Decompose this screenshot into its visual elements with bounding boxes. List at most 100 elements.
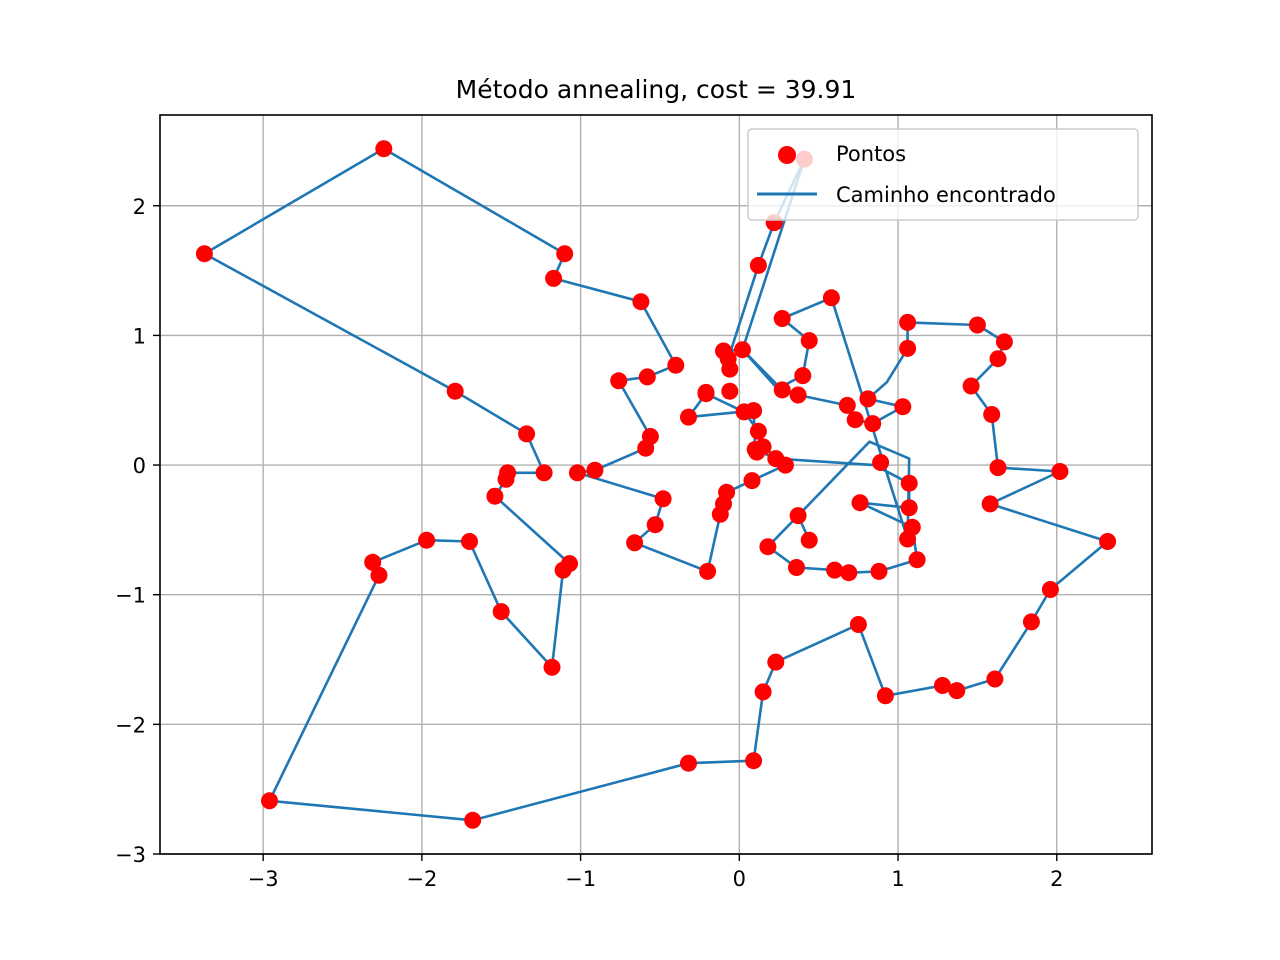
plot-frame xyxy=(159,114,1153,855)
scatter-point xyxy=(864,415,882,433)
scatter-point xyxy=(486,487,504,505)
y-tick-label: 0 xyxy=(133,454,146,478)
scatter-point xyxy=(788,559,805,576)
scatter-point xyxy=(632,293,650,311)
scatter-point xyxy=(995,333,1013,351)
scatter-point xyxy=(899,530,917,548)
scatter-point xyxy=(989,459,1007,477)
y-tick-label: −3 xyxy=(115,843,146,867)
scatter-point xyxy=(375,140,393,158)
scatter-point xyxy=(748,443,766,461)
scatter-point xyxy=(789,386,807,404)
scatter-point xyxy=(851,494,869,512)
scatter-point xyxy=(789,507,807,525)
scatter-point xyxy=(900,474,918,492)
path-layer xyxy=(203,147,1109,822)
legend-label-points: Pontos xyxy=(836,142,906,166)
scatter-point xyxy=(749,422,767,440)
scatter-point xyxy=(1099,533,1117,550)
scatter-point xyxy=(697,383,715,401)
scatter-point xyxy=(745,752,763,770)
scatter-point xyxy=(637,439,655,457)
scatter-point xyxy=(838,396,856,414)
scatter-point xyxy=(370,566,388,584)
scatter-point xyxy=(983,406,1001,423)
y-tick-label: 2 xyxy=(133,195,146,219)
scatter-point xyxy=(734,341,751,359)
scatter-point xyxy=(822,289,840,307)
scatter-point xyxy=(543,658,561,676)
scatter-point xyxy=(900,499,918,517)
scatter-point xyxy=(680,408,697,426)
scatter-point xyxy=(518,425,536,443)
scatter-point xyxy=(721,360,739,378)
scatter-point xyxy=(876,687,894,705)
scatter-point xyxy=(899,313,917,331)
scatter-point xyxy=(654,490,672,508)
scatter-point xyxy=(195,245,213,263)
ticks: −3 −2 −1 0 1 2 −3 −2 −1 0 1 2 xyxy=(115,195,1063,891)
scatter-point xyxy=(859,390,877,408)
scatter-point xyxy=(899,339,917,357)
scatter-point xyxy=(840,564,858,582)
path-line xyxy=(203,147,1109,822)
scatter-point xyxy=(418,531,436,549)
x-tick-label: 2 xyxy=(1050,867,1063,891)
scatter-point xyxy=(968,316,986,334)
scatter-point xyxy=(464,811,482,829)
scatter-point xyxy=(626,534,644,552)
scatter-point xyxy=(680,754,697,772)
scatter-point xyxy=(767,653,785,671)
scatter-point xyxy=(364,553,382,571)
scatter-point xyxy=(773,381,791,399)
scatter-point xyxy=(1051,463,1069,480)
scatter-point xyxy=(872,454,890,471)
scatter-point xyxy=(743,472,761,490)
x-tick-label: −3 xyxy=(248,867,279,891)
grid xyxy=(160,115,1152,855)
scatter-point xyxy=(721,382,739,400)
scatter-point xyxy=(638,368,656,386)
scatter-point xyxy=(646,516,664,534)
scatter-point xyxy=(461,533,478,550)
x-tick-label: 1 xyxy=(891,867,904,891)
x-tick-label: −1 xyxy=(565,867,596,891)
scatter-point xyxy=(908,551,926,569)
legend-label-path: Caminho encontrado xyxy=(836,183,1056,207)
scatter-point xyxy=(773,310,791,327)
scatter-point xyxy=(586,461,604,479)
scatter-point xyxy=(561,555,578,573)
scatter-point xyxy=(745,402,763,420)
scatter-point xyxy=(986,670,1004,688)
scatter-point xyxy=(667,356,685,374)
scatter-point xyxy=(699,562,717,580)
points-layer xyxy=(195,140,1117,829)
scatter-point xyxy=(545,269,563,287)
scatter-point xyxy=(981,495,999,513)
legend: Pontos Caminho encontrado xyxy=(747,128,1139,221)
scatter-point xyxy=(492,603,510,621)
scatter-point xyxy=(556,245,574,263)
y-tick-label: −2 xyxy=(115,713,146,737)
scatter-point xyxy=(568,464,586,482)
scatter-point xyxy=(800,332,818,350)
scatter-point xyxy=(749,256,767,274)
scatter-point xyxy=(759,538,777,556)
scatter-point xyxy=(894,398,912,416)
x-tick-label: −2 xyxy=(406,867,437,891)
scatter-point xyxy=(1022,613,1040,631)
y-tick-label: −1 xyxy=(115,584,146,608)
scatter-point xyxy=(1041,581,1059,598)
scatter-point xyxy=(261,792,278,810)
legend-box xyxy=(747,128,1139,221)
scatter-point xyxy=(610,372,628,390)
x-tick-label: 0 xyxy=(733,867,746,891)
scatter-point xyxy=(948,682,966,700)
legend-points-marker xyxy=(778,146,796,164)
scatter-point xyxy=(962,377,980,395)
scatter-point xyxy=(989,350,1007,368)
scatter-point xyxy=(446,382,464,400)
chart-title: Método annealing, cost = 39.91 xyxy=(456,75,857,104)
scatter-point xyxy=(846,411,864,429)
